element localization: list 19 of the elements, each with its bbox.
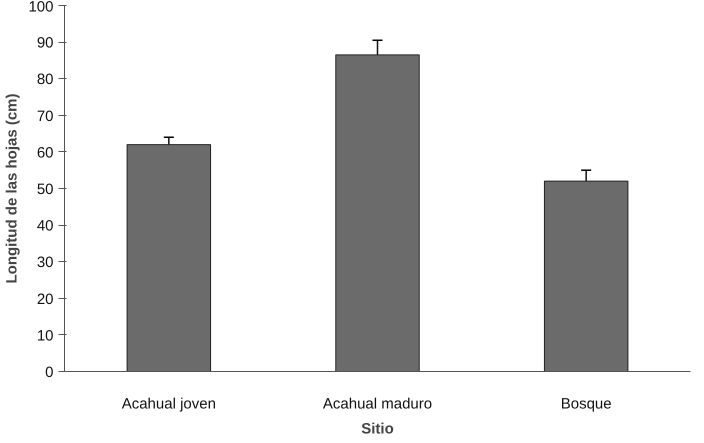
y-tick-label: 100 [28,0,54,16]
bar [126,144,212,372]
y-tick-label: 50 [36,181,54,198]
y-tick-label: 80 [36,71,54,88]
x-tick-label: Acahual joven [122,396,216,412]
y-tick-label: 90 [36,34,54,52]
x-axis-title: Sitio [361,420,394,438]
y-tick-label: 10 [36,327,54,344]
y-tick-label: 30 [36,254,54,272]
y-tick-label: 40 [36,218,54,235]
bar [544,180,628,372]
x-tick-label: Bosque [560,396,612,412]
y-tick-label: 60 [36,144,54,162]
x-tick-label: Acahual maduro [322,396,432,412]
y-axis-title: Longitud de las hojas (cm) [3,93,20,284]
y-tick-label: 20 [36,290,54,308]
bar [335,54,420,372]
y-tick-label: 0 [45,364,54,381]
y-tick-label: 70 [36,108,54,125]
